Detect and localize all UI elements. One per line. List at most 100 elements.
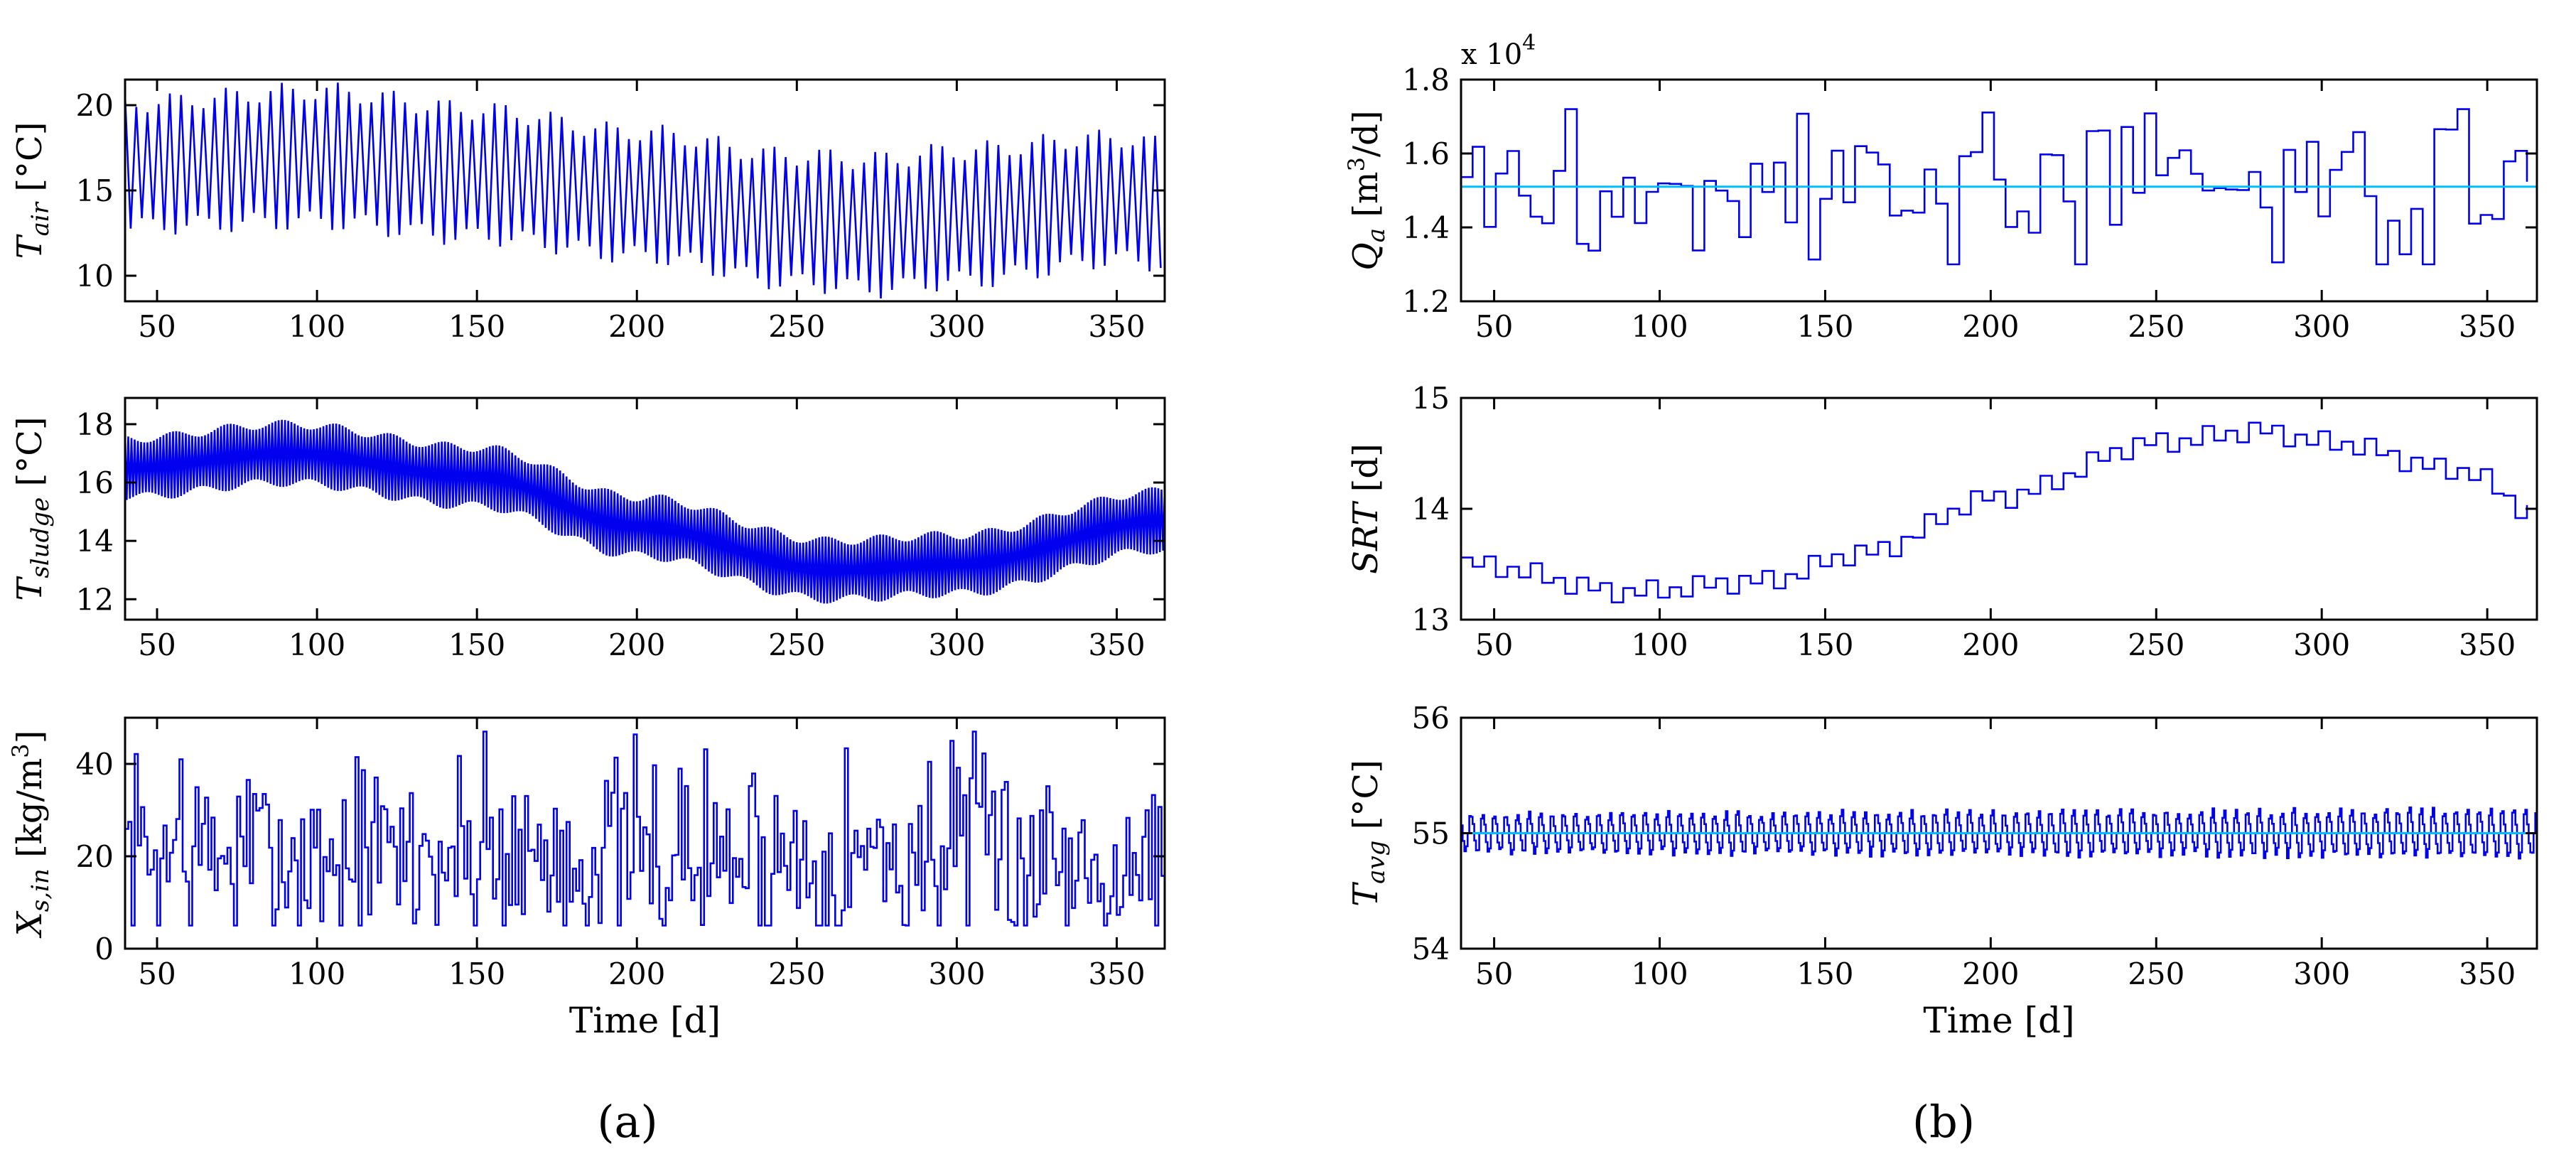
t_sludge-ytick-label-1: 14: [76, 524, 114, 559]
t_avg-ylabel-sub: avg: [1362, 841, 1391, 884]
q_a-axes-frame: [1460, 78, 2538, 303]
chart-t_sludge: 50 100 150 200 250 300 350 12 14 16 18 Tsludge [°C]: [10, 397, 1166, 662]
t_avg-xtick-label-0: 50: [1475, 956, 1513, 991]
t_avg-xlabel: Time [d]: [1923, 1000, 2074, 1041]
x_s_in-xtick-label-4: 250: [768, 956, 825, 991]
q_a-ytick-label-1: 1.4: [1402, 210, 1450, 245]
q_a-ylabel-unit2: /d]: [1346, 110, 1386, 157]
q_a-scale-base: x 10: [1461, 38, 1522, 71]
x_s_in-xtick-label-1: 100: [289, 956, 345, 991]
q_a-scale-exp: 4: [1522, 31, 1536, 55]
t_sludge-ytick-label-0: 12: [76, 582, 114, 617]
q_a-ytick-label-2: 1.6: [1402, 136, 1450, 171]
x_s_in-ylabel-main: X: [10, 910, 50, 939]
chart-q_a: 50 100 150 200 250 300 350 1.2 1.4 1.6 1.8 Qa [m3/d…: [1343, 31, 2538, 344]
q_a-ytick-label-3: 1.8: [1402, 63, 1450, 97]
srt-ylabel: SRT [d]: [1346, 443, 1386, 574]
t_avg-xtick-label-5: 300: [2293, 956, 2350, 991]
t_avg-xtick-label-4: 250: [2128, 956, 2184, 991]
t_air-xtick-label-6: 350: [1088, 309, 1145, 344]
srt-ytick-label-1: 14: [1412, 492, 1450, 527]
t_sludge-axes-frame: [124, 397, 1166, 621]
srt-axes-frame: [1460, 397, 2538, 621]
t_air-xtick-label-3: 200: [608, 309, 665, 344]
q_a-ylabel-main: Q: [1346, 242, 1386, 270]
t_air-ytick-label-2: 20: [76, 88, 114, 123]
x_s_in-xtick-label-3: 200: [608, 956, 665, 991]
q_a-xtick-label-4: 250: [2128, 309, 2184, 344]
q_a-ylabel-sup: 3: [1343, 157, 1370, 171]
chart-srt: 50 100 150 200 250 300 350 13 14 15 SRT [d]: [1346, 381, 2538, 662]
t_sludge-ylabel-main: T: [10, 576, 50, 601]
t_air-ytick-label-1: 15: [76, 173, 114, 208]
x_s_in-xtick-label-0: 50: [138, 956, 176, 991]
srt-ytick-label-0: 13: [1412, 603, 1450, 637]
q_a-xtick-label-3: 200: [1962, 309, 2019, 344]
caption-b: (b): [1912, 1096, 1975, 1148]
x_s_in-ylabel-sup: 3: [7, 743, 34, 758]
q_a-xtick-label-5: 300: [2293, 309, 2350, 344]
t_avg-xtick-label-6: 350: [2459, 956, 2516, 991]
q_a-xtick-label-2: 150: [1796, 309, 1853, 344]
t_sludge-ylabel: Tsludge [°C]: [10, 416, 55, 600]
srt-xtick-label-2: 150: [1796, 627, 1853, 662]
t_sludge-xtick-label-4: 250: [768, 627, 825, 662]
t_avg-ytick-label-0: 54: [1412, 932, 1450, 966]
t_avg-series-0: [1461, 807, 2537, 860]
x_s_in-ytick-label-0: 0: [95, 932, 114, 966]
t_sludge-series-0: [125, 419, 1165, 604]
q_a-xtick-label-1: 100: [1631, 309, 1688, 344]
q_a-ylabel-sub: a: [1362, 228, 1391, 242]
t_air-series-0: [125, 82, 1162, 299]
srt-xtick-label-4: 250: [2128, 627, 2184, 662]
t_sludge-xtick-label-0: 50: [138, 627, 176, 662]
t_air-ylabel-sub: air: [26, 201, 55, 236]
x_s_in-axes-frame: [124, 716, 1166, 950]
t_avg-ytick-label-2: 56: [1412, 701, 1450, 735]
chart-t_air: 50 100 150 200 250 300 350 10 15 20 Tair [°C]: [10, 78, 1166, 344]
srt-xtick-label-0: 50: [1475, 627, 1513, 662]
t_air-ylabel-unit: [°C]: [10, 122, 50, 203]
srt-xtick-label-6: 350: [2459, 627, 2516, 662]
x_s_in-series-0: [125, 731, 1165, 927]
t_air-ylabel: Tair [°C]: [10, 122, 55, 259]
q_a-ylabel: Qa [m3/d]: [1343, 110, 1391, 270]
x_s_in-ytick-label-2: 40: [76, 747, 114, 782]
caption-a: (a): [597, 1096, 657, 1148]
srt-xtick-label-5: 300: [2293, 627, 2350, 662]
t_sludge-ytick-label-3: 18: [76, 407, 114, 442]
t_sludge-xtick-label-1: 100: [289, 627, 345, 662]
x_s_in-xlabel: Time [d]: [569, 1000, 721, 1041]
x_s_in-xtick-label-6: 350: [1088, 956, 1145, 991]
t_sludge-xtick-label-2: 150: [448, 627, 505, 662]
t_sludge-ylabel-unit: [°C]: [10, 416, 50, 497]
t_air-xtick-label-1: 100: [289, 309, 345, 344]
x_s_in-ylabel-unit: [kg/m: [10, 758, 50, 868]
x_s_in-ytick-label-1: 20: [76, 839, 114, 874]
t_avg-xtick-label-1: 100: [1631, 956, 1688, 991]
t_sludge-ylabel-sub: sludge: [26, 497, 55, 578]
x_s_in-ylabel-unit2: ]: [10, 731, 50, 744]
chart-x_s_in: 50 100 150 200 250 300 350 0 20 40 Xs,in [kg/m3] Ti…: [7, 716, 1166, 1041]
srt-xtick-label-1: 100: [1631, 627, 1688, 662]
t_avg-ytick-label-1: 55: [1412, 816, 1450, 851]
t_air-ytick-label-0: 10: [76, 259, 114, 293]
x_s_in-ylabel: Xs,in [kg/m3]: [7, 731, 55, 939]
t_avg-ylabel-unit: [°C]: [1346, 760, 1386, 840]
x_s_in-ylabel-sub: s,in: [26, 868, 55, 912]
x_s_in-xtick-label-5: 300: [928, 956, 985, 991]
q_a-ytick-label-0: 1.2: [1402, 284, 1450, 319]
q_a-xtick-label-6: 350: [2459, 309, 2516, 344]
srt-series-0: [1461, 421, 2528, 603]
srt-ytick-label-2: 15: [1412, 381, 1450, 416]
t_air-ylabel-main: T: [10, 234, 50, 259]
t_sludge-ytick-label-2: 16: [76, 465, 114, 500]
x_s_in-xtick-label-2: 150: [448, 956, 505, 991]
t_air-xtick-label-0: 50: [138, 309, 176, 344]
t_sludge-xtick-label-5: 300: [928, 627, 985, 662]
t_avg-xtick-label-3: 200: [1962, 956, 2019, 991]
srt-ylabel-main: SRT: [1346, 501, 1386, 574]
t_air-xtick-label-4: 250: [768, 309, 825, 344]
